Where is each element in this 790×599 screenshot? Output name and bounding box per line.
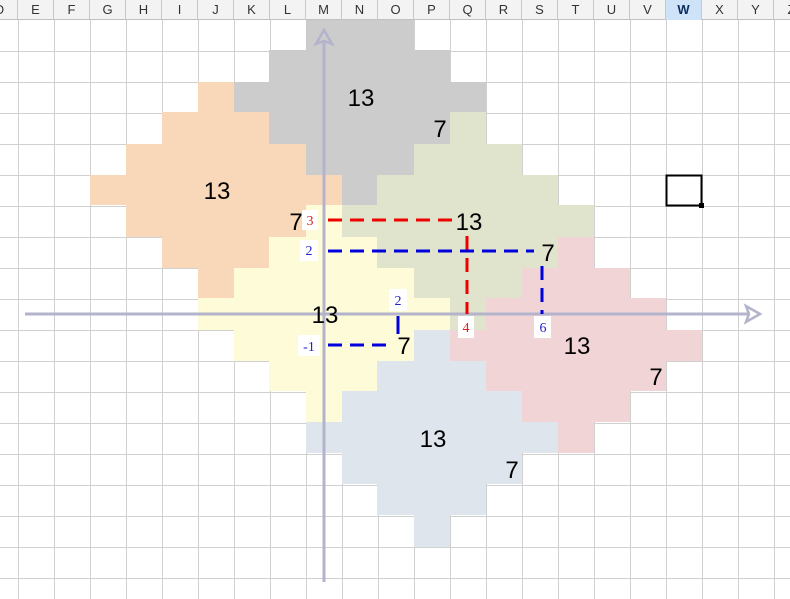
column-header-O[interactable]: O — [378, 0, 414, 20]
cell-fill-handle[interactable] — [699, 203, 704, 208]
y-axis-arrowhead — [313, 27, 335, 47]
column-header-P[interactable]: P — [414, 0, 450, 20]
column-header-L[interactable]: L — [270, 0, 306, 20]
blue-y-label-lower-box — [298, 335, 320, 356]
column-header-D[interactable]: D — [0, 0, 18, 20]
column-header-X[interactable]: X — [702, 0, 738, 20]
peach-diamond-shape — [90, 82, 342, 298]
gray-side-number: 7 — [433, 116, 446, 143]
yellow-side-number: 7 — [397, 333, 410, 360]
blue-x-label-upper: 6 — [540, 321, 547, 336]
red-y-label: 3 — [307, 214, 314, 229]
red-x-label-box — [458, 316, 474, 338]
pink-diamond-shape — [450, 237, 702, 453]
blue-diamond-shape — [306, 330, 558, 547]
sage-side-number: 7 — [541, 240, 554, 267]
sage-center-number: 13 — [456, 209, 483, 236]
pink-center-number: 13 — [564, 333, 591, 360]
blue-y-label-small-box — [389, 289, 407, 311]
column-header-E[interactable]: E — [18, 0, 54, 20]
yellow-center-number: 13 — [312, 302, 339, 329]
column-header-T[interactable]: T — [558, 0, 594, 20]
column-header-R[interactable]: R — [486, 0, 522, 20]
column-header-G[interactable]: G — [90, 0, 126, 20]
column-header-H[interactable]: H — [126, 0, 162, 20]
column-header-F[interactable]: F — [54, 0, 90, 20]
x-axis-arrowhead — [743, 303, 763, 325]
column-header-J[interactable]: J — [198, 0, 234, 20]
column-header-U[interactable]: U — [594, 0, 630, 20]
sage-diamond-shape — [342, 112, 594, 330]
column-header-N[interactable]: N — [342, 0, 378, 20]
blue-y-label-lower: -1 — [303, 340, 315, 355]
peach-side-number: 7 — [289, 209, 302, 236]
red-y-label-box — [302, 210, 318, 230]
selected-cell[interactable] — [665, 174, 703, 207]
blue-y-label-upper: 2 — [306, 244, 313, 259]
gray-center-number: 13 — [348, 85, 375, 112]
peach-center-number: 13 — [204, 178, 231, 205]
red-x-label: 4 — [463, 321, 470, 336]
blue-x-label-upper-box — [534, 316, 551, 338]
pink-side-number: 7 — [649, 364, 662, 391]
blue-y-label-upper-box — [300, 240, 318, 261]
column-header-S[interactable]: S — [522, 0, 558, 20]
blue-y-label-small: 2 — [395, 294, 402, 309]
column-header-bar: DEFGHIJKLMNOPQRSTUVWXYZ — [0, 0, 790, 20]
column-header-Z[interactable]: Z — [774, 0, 790, 20]
column-header-I[interactable]: I — [162, 0, 198, 20]
column-header-Y[interactable]: Y — [738, 0, 774, 20]
blue-side-number: 7 — [505, 457, 518, 484]
gray-diamond-shape — [234, 20, 486, 205]
blue-center-number: 13 — [420, 426, 447, 453]
column-header-M[interactable]: M — [306, 0, 342, 20]
column-header-W[interactable]: W — [666, 0, 702, 20]
column-header-K[interactable]: K — [234, 0, 270, 20]
column-header-V[interactable]: V — [630, 0, 666, 20]
column-header-Q[interactable]: Q — [450, 0, 486, 20]
